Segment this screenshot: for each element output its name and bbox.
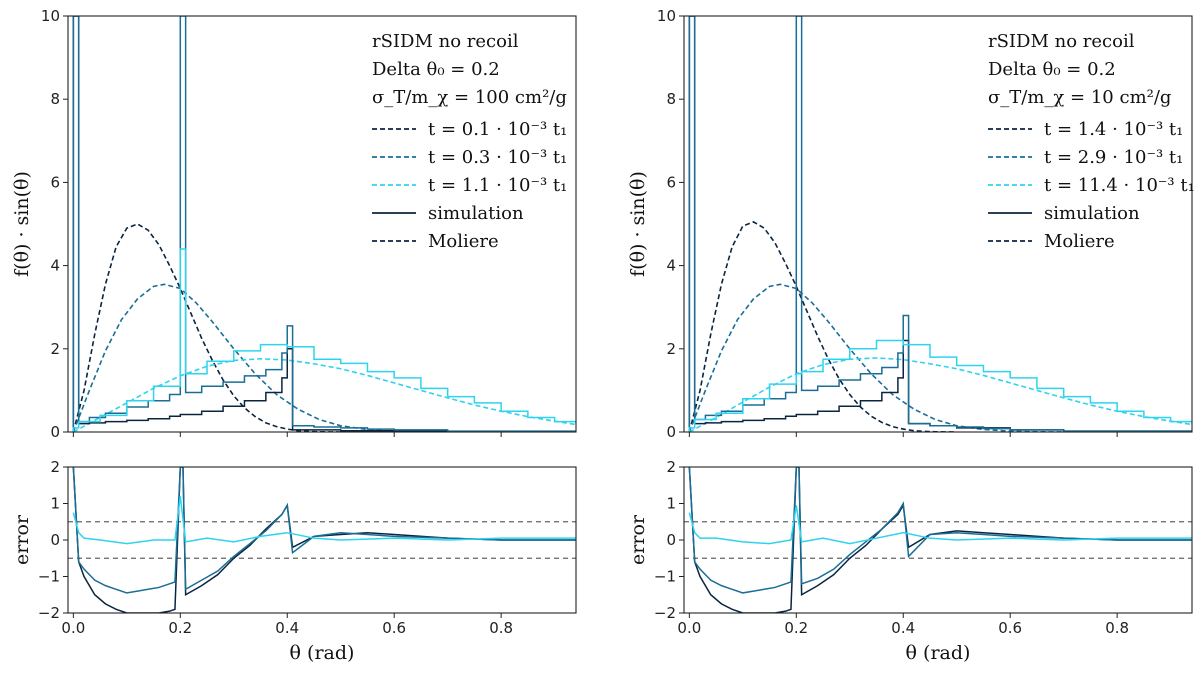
legend-label: t = 2.9 · 10⁻³ t₁ (1044, 147, 1183, 168)
y-axis-label: f(θ) · sin(θ) (627, 171, 649, 277)
y-axis-label: error (627, 514, 649, 565)
legend-label: t = 11.4 · 10⁻³ t₁ (1044, 175, 1195, 196)
series-group (72, 467, 576, 613)
series-line (72, 223, 341, 432)
x-tick-label: 0.6 (382, 619, 406, 637)
y-tick-label: 10 (41, 7, 60, 25)
legend-title-line: Delta θ₀ = 0.2 (988, 59, 1116, 80)
x-tick-label: 0.2 (168, 619, 192, 637)
x-tick-label: 0.2 (784, 619, 808, 637)
bottom-plot: −2 −1 0 1 2 error 0.0 0.2 0.4 0.6 0.8 θ (rad) (11, 458, 577, 664)
x-axis-label: θ (rad) (906, 642, 971, 664)
legend-label: t = 0.1 · 10⁻³ t₁ (428, 119, 567, 140)
y-tick-label: 0 (666, 531, 676, 549)
y-tick-label: 2 (666, 458, 676, 476)
legend-label: Moliere (428, 231, 499, 252)
y-axis-label: error (11, 514, 33, 565)
series-group (72, 16, 576, 432)
legend-label: simulation (1044, 203, 1140, 224)
y-tick-label: 0 (50, 423, 60, 441)
series-line (688, 16, 1192, 432)
panel-right: 0 2 4 6 8 10 f(θ) · sin(θ) −2 −1 0 1 2 error 0.0 0.2 0.… (627, 7, 1195, 664)
series-group (688, 16, 1192, 432)
series-line (688, 283, 1064, 432)
y-tick-label: 0 (666, 423, 676, 441)
legend-title-line: Delta θ₀ = 0.2 (372, 59, 500, 80)
x-tick-label: 0.4 (275, 619, 299, 637)
series-line (72, 283, 448, 432)
top-plot: 0 2 4 6 8 10 f(θ) · sin(θ) (627, 7, 1193, 441)
y-axis-label: f(θ) · sin(θ) (11, 171, 33, 277)
legend-title-line: σ_T/m_χ = 10 cm²/g (988, 87, 1171, 108)
y-tick-label: 2 (50, 458, 60, 476)
series-line (72, 248, 576, 432)
series-line (688, 467, 1192, 613)
legend-label: t = 1.1 · 10⁻³ t₁ (428, 175, 567, 196)
panel-left: 0 2 4 6 8 10 f(θ) · sin(θ) −2 −1 0 1 2 error 0.0 0.2 0.… (11, 7, 577, 664)
legend-label: t = 0.3 · 10⁻³ t₁ (428, 147, 567, 168)
x-tick-label: 0.6 (998, 619, 1022, 637)
y-tick-label: 1 (50, 495, 60, 513)
axes-frame (67, 15, 577, 433)
legend-label: Moliere (1044, 231, 1115, 252)
series-line (72, 467, 576, 613)
y-tick-label: 4 (666, 257, 676, 275)
y-tick-label: 2 (666, 340, 676, 358)
legend-title-line: rSIDM no recoil (372, 31, 519, 52)
legend-label: simulation (428, 203, 524, 224)
axes-frame (683, 15, 1193, 433)
x-axis-label: θ (rad) (290, 642, 355, 664)
x-tick-label: 0.8 (1105, 619, 1129, 637)
y-tick-label: 8 (666, 90, 676, 108)
x-tick-label: 0.0 (61, 619, 85, 637)
series-group (688, 467, 1192, 613)
x-tick-label: 0.8 (489, 619, 513, 637)
series-line (688, 16, 1192, 432)
series-line (688, 505, 1192, 545)
series-line (72, 467, 576, 594)
legend-label: t = 1.4 · 10⁻³ t₁ (1044, 119, 1183, 140)
y-tick-label: 10 (657, 7, 676, 25)
legend-title-line: σ_T/m_χ = 100 cm²/g (372, 87, 567, 108)
y-tick-label: 6 (666, 173, 676, 191)
y-tick-label: 6 (50, 173, 60, 191)
top-plot: 0 2 4 6 8 10 f(θ) · sin(θ) (11, 7, 577, 441)
y-tick-label: 1 (666, 495, 676, 513)
y-tick-label: 4 (50, 257, 60, 275)
y-tick-label: −1 (654, 568, 676, 586)
y-tick-label: −2 (38, 604, 60, 622)
legend: rSIDM no recoil Delta θ₀ = 0.2 σ_T/m_χ = 1… (988, 31, 1195, 252)
y-tick-label: −2 (654, 604, 676, 622)
series-line (688, 221, 957, 432)
series-line (72, 16, 576, 432)
series-line (688, 339, 1192, 432)
x-tick-label: 0.4 (891, 619, 915, 637)
legend-title-line: rSIDM no recoil (988, 31, 1135, 52)
legend: rSIDM no recoil Delta θ₀ = 0.2 σ_T/m_χ = 1… (372, 31, 567, 252)
y-tick-label: −1 (38, 568, 60, 586)
series-line (72, 496, 576, 545)
series-line (688, 467, 1192, 594)
x-tick-label: 0.0 (677, 619, 701, 637)
bottom-plot: −2 −1 0 1 2 error 0.0 0.2 0.4 0.6 0.8 θ (rad) (627, 458, 1193, 664)
y-tick-label: 8 (50, 90, 60, 108)
series-line (72, 16, 576, 432)
y-tick-label: 2 (50, 340, 60, 358)
y-tick-label: 0 (50, 531, 60, 549)
